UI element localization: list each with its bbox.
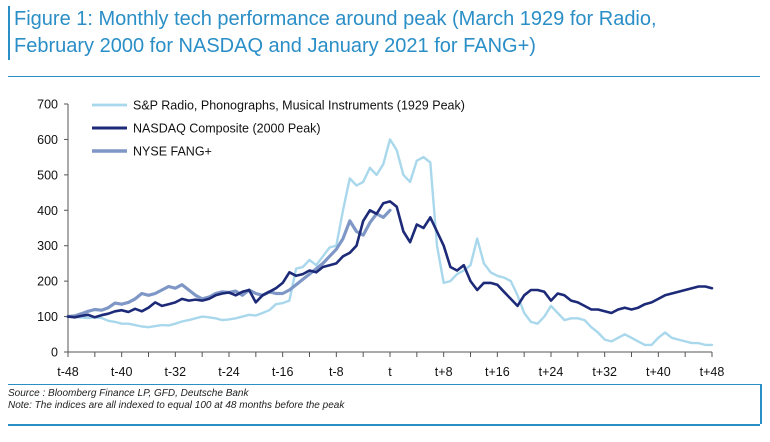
index-note: Note: The indices are all indexed to equ… [8,400,345,411]
y-tick-label: 100 [37,310,58,324]
legend: S&P Radio, Phonographs, Musical Instrume… [92,99,465,159]
x-tick-label: t+40 [646,365,671,379]
y-tick-label: 300 [37,239,58,253]
x-tick-label: t+32 [592,365,617,379]
title-line-1: Figure 1: Monthly tech performance aroun… [14,8,657,30]
title-divider [8,76,760,77]
x-tick-label: t-40 [111,365,133,379]
series-line-0 [66,138,714,347]
series-line-2 [66,208,392,319]
x-tick-label: t-32 [165,365,187,379]
bottom-divider [8,424,760,426]
footer-bracket [748,384,762,424]
y-tick-label: 0 [51,346,58,360]
series-line-1 [66,200,714,319]
x-tick-label: t-8 [329,365,344,379]
y-tick-label: 600 [37,133,58,147]
x-tick-label: t [388,365,392,379]
x-tick-label: t-24 [218,365,240,379]
legend-label: NYSE FANG+ [133,145,212,159]
y-tick-label: 400 [37,204,58,218]
x-tick-label: t-16 [272,365,294,379]
figure-title: Figure 1: Monthly tech performance aroun… [8,6,764,60]
x-axis: t-48 t-40 t-32 t-24 t-16 t-8 t t+8 t+16 t+24 t+32 t… [57,351,725,379]
x-tick-label: t+16 [485,365,510,379]
y-tick-label: 700 [37,98,58,112]
x-tick-label: t+48 [700,365,725,379]
legend-label: S&P Radio, Phonographs, Musical Instrume… [133,99,465,113]
source-note: Source : Bloomberg Finance LP, GFD, Deut… [8,388,249,399]
footer: Source : Bloomberg Finance LP, GFD, Deut… [8,388,748,412]
series-lines [66,138,714,347]
y-tick-label: 500 [37,168,58,182]
legend-label: NASDAQ Composite (2000 Peak) [133,122,321,136]
x-tick-label: t+8 [435,365,453,379]
x-tick-label: t-48 [57,365,79,379]
y-axis: 0 100 200 300 400 500 600 700 [37,98,69,360]
x-tick-label: t+24 [539,365,564,379]
footer-divider [8,384,760,385]
y-tick-label: 200 [37,275,58,289]
title-line-2: February 2000 for NASDAQ and January 202… [14,35,536,57]
